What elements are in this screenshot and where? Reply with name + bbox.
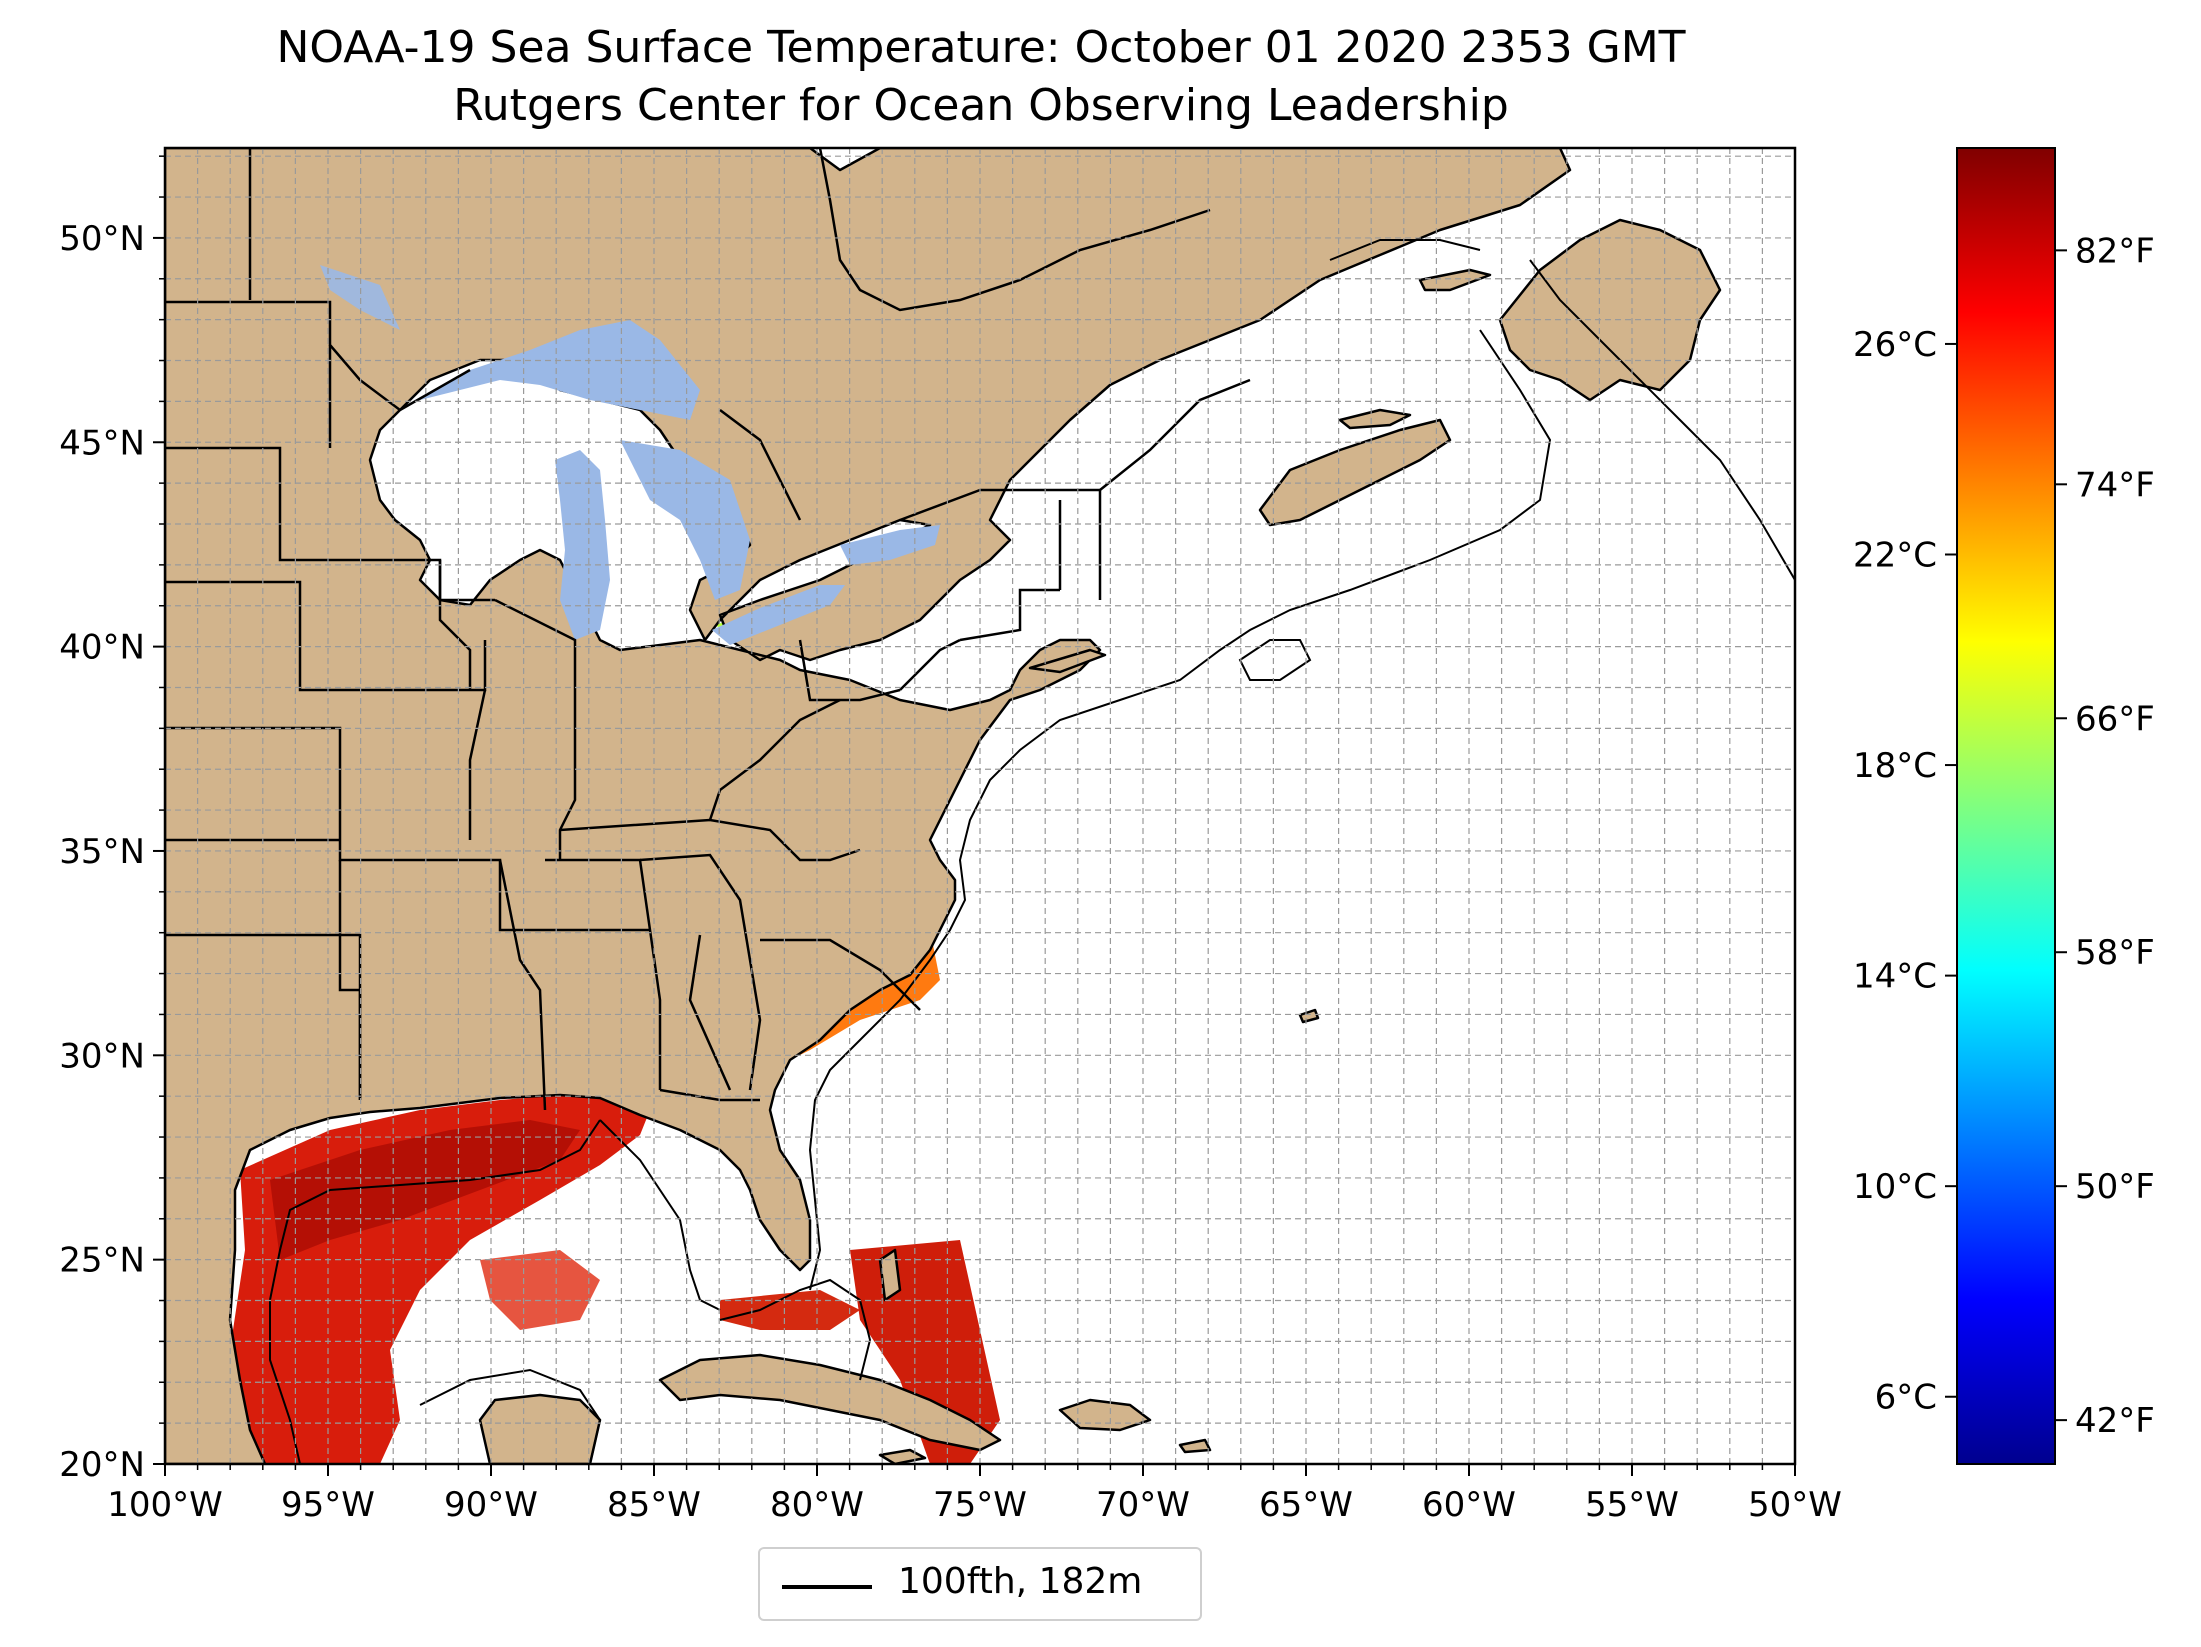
lon-tick-label: 90°W: [444, 1485, 538, 1525]
lon-tick-label: 95°W: [281, 1485, 375, 1525]
fahrenheit-tick-label: 66°F: [2075, 699, 2155, 739]
yucatan: [478, 1393, 602, 1464]
lon-tick-label: 75°W: [933, 1485, 1027, 1525]
fahrenheit-tick-label: 74°F: [2075, 465, 2155, 505]
nova-scotia: [1258, 418, 1452, 527]
lon-tick-label: 65°W: [1259, 1485, 1353, 1525]
fahrenheit-tick-label: 58°F: [2075, 933, 2155, 973]
lat-tick-label: 25°N: [59, 1241, 145, 1281]
north-america-landmass: [165, 148, 1572, 1464]
celsius-tick-label: 22°C: [1853, 535, 1937, 575]
fahrenheit-tick-label: 42°F: [2075, 1401, 2155, 1441]
lat-tick-label: 35°N: [59, 832, 145, 872]
lake-ontario: [840, 525, 940, 565]
sst-gulf-east: [480, 1250, 600, 1330]
anticosti-island: [1418, 268, 1492, 292]
lon-tick-label: 55°W: [1585, 1485, 1679, 1525]
lon-tick-label: 100°W: [107, 1485, 223, 1525]
map-legend: 100fth, 182m: [758, 1547, 1202, 1621]
lat-tick-label: 20°N: [59, 1445, 145, 1485]
longitude-axis: 100°W 95°W 90°W 85°W 80°W 75°W 70°W 65°W 60°W 55°…: [107, 1464, 1842, 1525]
latitude-axis: 20°N 25°N 30°N 35°N 40°N 45°N 50°N: [59, 155, 165, 1485]
lon-tick-label: 80°W: [770, 1485, 864, 1525]
long-island: [1028, 648, 1107, 674]
celsius-tick-label: 14°C: [1853, 957, 1937, 997]
isobath-100fth: [269, 239, 1795, 1464]
land-layer: [165, 148, 1722, 1464]
colorbar-celsius-axis: 6°C 10°C 14°C 18°C 22°C 26°C: [1853, 325, 1957, 1418]
lon-tick-label: 60°W: [1422, 1485, 1516, 1525]
lake-huron: [620, 440, 750, 600]
colorbar-gradient: [1956, 147, 2056, 1465]
map-title: NOAA-19 Sea Surface Temperature: October…: [276, 22, 1686, 73]
bahamas-andros: [878, 1248, 902, 1302]
pei-island: [1338, 408, 1412, 430]
puerto-rico: [1178, 1438, 1212, 1454]
lat-tick-label: 40°N: [59, 628, 145, 668]
map-gridlines: [165, 148, 1795, 1464]
isobath-legend-label: 100fth, 182m: [898, 1561, 1143, 1602]
celsius-tick-label: 6°C: [1875, 1378, 1937, 1418]
sst-gulf-dark-core: [270, 1120, 580, 1260]
lon-tick-label: 85°W: [607, 1485, 701, 1525]
lat-tick-label: 50°N: [59, 219, 145, 259]
celsius-tick-label: 18°C: [1853, 746, 1937, 786]
celsius-tick-label: 26°C: [1853, 325, 1937, 365]
lon-tick-label: 70°W: [1096, 1485, 1190, 1525]
isobath-legend-line: [782, 1585, 872, 1589]
cuba: [658, 1353, 1002, 1452]
map-subtitle: Rutgers Center for Ocean Observing Leade…: [453, 80, 1509, 131]
hispaniola: [1058, 1398, 1152, 1432]
bermuda: [1298, 1008, 1320, 1024]
lake-erie: [712, 585, 845, 645]
lon-tick-label: 50°W: [1748, 1485, 1842, 1525]
celsius-tick-label: 10°C: [1853, 1167, 1937, 1207]
colorbar-fahrenheit-axis: 42°F 50°F 58°F 66°F 74°F 82°F: [2055, 231, 2155, 1441]
great-lakes: [320, 265, 940, 645]
lat-tick-label: 45°N: [59, 423, 145, 463]
lake-winnipeg-area: [320, 265, 400, 330]
fahrenheit-tick-label: 82°F: [2075, 231, 2155, 271]
lake-superior: [420, 320, 700, 420]
lake-michigan: [555, 450, 610, 640]
fahrenheit-tick-label: 50°F: [2075, 1167, 2155, 1207]
lat-tick-label: 30°N: [59, 1036, 145, 1076]
jamaica: [878, 1448, 927, 1464]
